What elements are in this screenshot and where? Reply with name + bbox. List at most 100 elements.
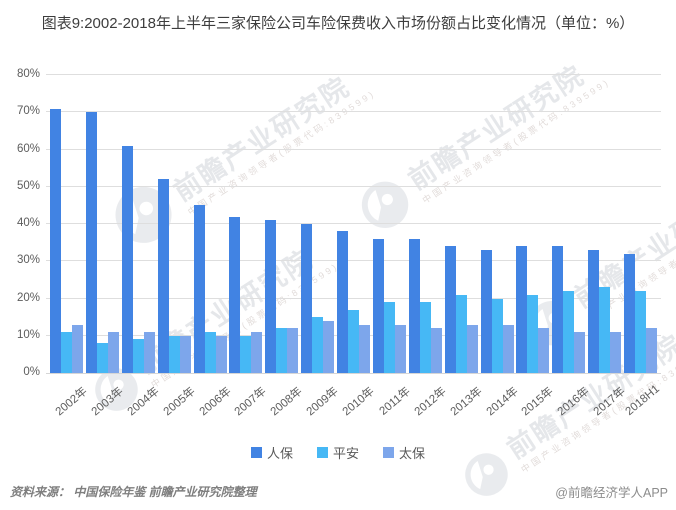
bar-平安 [204,332,216,373]
x-axis-label: 2014年 [485,385,522,419]
bar-太保 [502,324,514,373]
legend-item-renbao: 人保 [250,443,293,462]
bar-人保 [480,250,492,373]
x-axis-label: 2005年 [162,385,199,419]
y-axis: 0% 10% 20% 30% 40% 50% 60% 70% 80% [0,68,40,378]
bar-太保 [646,328,657,373]
bar-group [50,75,83,373]
x-axis-label: 2008年 [269,385,306,419]
bar-group [444,75,478,373]
x-axis: 2002年 2003年 2004年 2005年 2006年 2007年 2008年 2009年… [46,374,663,438]
bar-太保 [430,328,442,373]
bar-太保 [251,332,263,373]
x-axis-label: 2009年 [305,385,342,419]
bar-平安 [527,294,539,373]
bar-group [121,75,155,373]
bar-人保 [444,246,456,373]
bar-太保 [287,328,299,373]
x-axis-label: 2010年 [341,385,378,419]
bar-平安 [348,309,359,373]
bar-人保 [552,246,564,373]
grid-line [46,223,661,224]
bar-太保 [538,328,550,373]
bar-平安 [132,339,144,373]
bar-太保 [179,335,191,373]
bar-人保 [229,216,241,373]
bar-group [157,75,191,373]
bar-group [337,75,370,373]
bar-人保 [157,179,169,373]
bar-group [301,75,335,373]
bar-平安 [419,302,431,373]
y-axis-label: 70% [16,105,40,118]
bar-平安 [276,328,288,373]
bar-平安 [312,317,324,373]
bar-人保 [588,250,600,373]
bar-人保 [301,224,313,373]
bar-groups [46,75,661,373]
grid-line [46,297,661,299]
x-axis-label: 2016年 [556,385,593,419]
bar-人保 [85,112,97,373]
bar-平安 [96,343,108,373]
x-axis-label: 2013年 [449,385,486,419]
bar-平安 [455,294,467,373]
bar-group [265,75,299,373]
x-axis-label: 2011年 [377,385,414,418]
bar-group [85,75,119,373]
bar-平安 [240,335,252,373]
bar-group [480,75,514,373]
bar-group [552,75,586,373]
bar-人保 [337,231,348,373]
bar-人保 [408,238,420,373]
legend-label-renbao: 人保 [266,446,293,461]
bar-人保 [50,108,61,373]
renbao-swatch-icon [250,447,262,458]
footer-source: 资料来源： 中国保险年鉴 前瞻产业研究院整理 [10,485,257,499]
grid-line [46,74,661,75]
chart-title: 图表9:2002-2018年上半年三家保险公司车险保费收入市场份额占比变化情况（… [41,15,635,32]
y-axis-label: 60% [16,142,40,155]
grid-line [46,148,661,150]
bar-平安 [491,298,503,373]
bar-太保 [215,335,227,373]
footer: 资料来源： 中国保险年鉴 前瞻产业研究院整理 @前瞻经济学人APP [10,482,668,501]
x-axis-label: 2015年 [520,385,557,419]
x-axis-label: 2003年 [90,385,127,419]
grid-line [46,111,661,113]
bar-太保 [466,324,478,373]
bar-group [516,75,550,373]
x-axis-label: 2006年 [198,385,235,419]
bar-group [588,75,622,373]
bar-group [624,75,657,373]
y-axis-label: 80% [16,68,40,80]
x-axis-label: 2004年 [126,385,163,419]
bar-group [193,75,227,373]
legend-item-taibao: 太保 [383,443,425,462]
x-axis-label: 2018H1 [623,383,663,419]
grid-line [46,260,661,262]
bar-太保 [574,332,586,373]
bar-平安 [635,291,646,373]
bar-太保 [107,332,119,373]
legend-label-pingan: 平安 [332,446,359,461]
y-axis-label: 0% [23,366,40,378]
bar-人保 [121,145,133,373]
bar-人保 [265,220,277,373]
grid-line [46,185,661,187]
x-axis-label: 2012年 [413,385,450,419]
y-axis-label: 10% [16,328,40,341]
bar-人保 [193,205,205,373]
bar-平安 [168,335,180,373]
bar-太保 [143,332,155,373]
y-axis-label: 20% [16,291,40,304]
bar-group [408,75,442,373]
plot-area: 32%22%12% [46,74,661,374]
y-axis-label: 40% [16,217,40,229]
pingan-swatch-icon [316,447,328,458]
bar-太保 [359,324,370,373]
bar-平安 [599,287,611,373]
bar-group [372,75,406,373]
bar-group [229,75,263,373]
